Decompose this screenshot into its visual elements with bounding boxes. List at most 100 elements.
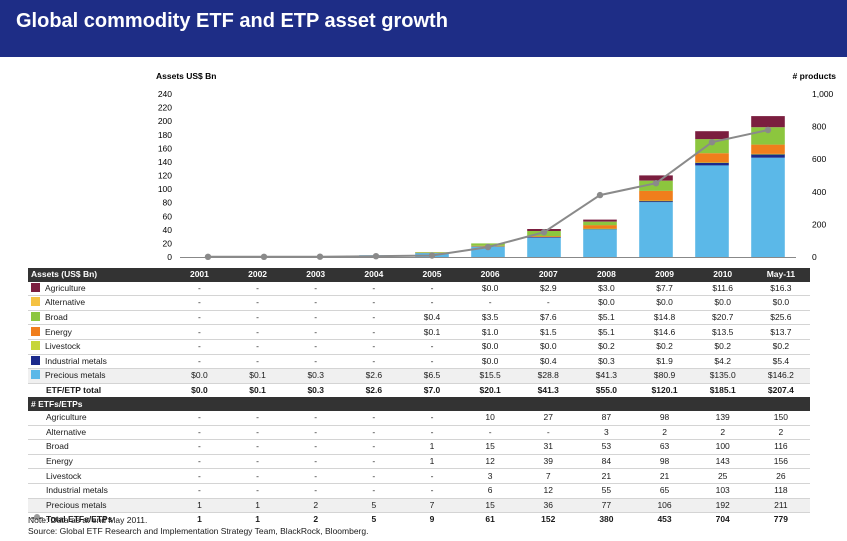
- left-tick-label: 140: [158, 157, 172, 167]
- right-tick-label: 400: [812, 187, 826, 197]
- cell-value: -: [228, 425, 287, 441]
- bar-segment: [695, 131, 729, 140]
- cell-value: 31: [519, 439, 578, 455]
- count-row: Livestock - - - - -3 7 21 21 25 26: [28, 468, 810, 484]
- cell-value: -: [344, 295, 403, 311]
- cell-value: 21: [635, 468, 694, 484]
- row-label: Precious metals: [28, 368, 171, 384]
- cell-value: 63: [635, 439, 694, 455]
- year-header: 2002: [228, 268, 287, 282]
- left-axis-title: Assets US$ Bn: [156, 71, 216, 81]
- count-row: Precious metals 1 1 2 5 7 15 36 77 106 192 211: [28, 498, 810, 514]
- cell-value: 26: [751, 468, 810, 484]
- cell-value: -: [228, 483, 287, 499]
- cell-value: 7: [402, 498, 462, 514]
- total-value: $2.6: [365, 385, 383, 396]
- bar-segment: [751, 116, 785, 128]
- cell-value: 25: [693, 468, 752, 484]
- bar-segment: [695, 162, 729, 166]
- cell-value: $0.0: [751, 295, 810, 311]
- cell-value: -: [286, 310, 345, 326]
- cell-value: $0.3: [577, 354, 636, 370]
- cell-value: -: [228, 281, 287, 297]
- count-row: Broad - - - -1 15 31 53 63 100 116: [28, 439, 810, 455]
- products-point: [540, 229, 548, 236]
- total-value: $185.1: [709, 385, 736, 396]
- cell-value: -: [286, 468, 345, 484]
- right-tick-label: 600: [812, 154, 826, 164]
- left-tick-label: 120: [158, 171, 172, 181]
- cell-value: -: [344, 281, 403, 297]
- cell-value: -: [228, 324, 287, 340]
- count-total-row: Total ETFs/ETPs 1 1 2 5 9 61 152 380 453 704 779: [28, 513, 810, 527]
- total-value: $55.0: [595, 385, 618, 396]
- products-point: [204, 253, 212, 260]
- cell-value: 150: [751, 410, 810, 426]
- cell-value: -: [170, 339, 229, 355]
- cell-value: $2.6: [344, 368, 403, 384]
- cell-value: -: [286, 439, 345, 455]
- cell-value: -: [286, 281, 345, 297]
- products-point: [596, 191, 604, 199]
- cell-value: $0.0: [461, 339, 520, 355]
- left-tick-label: 220: [158, 103, 172, 113]
- cell-value: -: [228, 339, 287, 355]
- cell-value: 100: [693, 439, 752, 455]
- cell-value: $1.9: [635, 354, 694, 370]
- cell-value: 103: [693, 483, 752, 499]
- year-header: 2008: [577, 268, 636, 282]
- products-line: [208, 129, 769, 258]
- count-row: Energy - - - -1 12 39 84 98 143 156: [28, 454, 810, 470]
- asset-row: Industrial metals - - - - - $0.0 $0.4 $0.3 $1.9 $4…: [28, 354, 810, 370]
- bar-segment: [527, 236, 561, 238]
- bar-segment: [639, 175, 673, 181]
- cell-value: $0.2: [635, 339, 694, 355]
- cell-value: 98: [635, 410, 694, 426]
- cell-value: $3.5: [461, 310, 520, 326]
- cell-value: $146.2: [751, 368, 810, 384]
- cell-value: $1.0: [461, 324, 520, 340]
- left-tick-label: 180: [158, 130, 172, 140]
- cell-value: $0.1: [228, 368, 287, 384]
- bar-segment: [751, 153, 785, 155]
- cell-value: $41.3: [577, 368, 636, 384]
- cell-value: -: [286, 425, 345, 441]
- cell-value: -: [170, 410, 229, 426]
- count-row: Industrial metals - - - - -6 12 55 65 103 118: [28, 483, 810, 499]
- cell-value: 192: [693, 498, 752, 514]
- cell-value: $15.5: [461, 368, 520, 384]
- cell-value: -: [286, 410, 345, 426]
- cell-value: -: [170, 454, 229, 470]
- cell-value: $0.0: [577, 295, 636, 311]
- cell-value: 65: [635, 483, 694, 499]
- cell-value: 2: [751, 425, 810, 441]
- year-header: 2007: [519, 268, 578, 282]
- bar-segment: [527, 237, 561, 257]
- cell-value: 139: [693, 410, 752, 426]
- cell-value: -: [228, 454, 287, 470]
- cell-value: 2: [635, 425, 694, 441]
- year-header: 2003: [286, 268, 345, 282]
- cell-value: -: [402, 295, 462, 311]
- year-header: 2004: [344, 268, 403, 282]
- cell-value: $80.9: [635, 368, 694, 384]
- cell-value: -: [228, 410, 287, 426]
- cell-value: 53: [577, 439, 636, 455]
- title-banner: Global commodity ETF and ETP asset growt…: [0, 0, 847, 57]
- cell-value: -: [402, 468, 462, 484]
- cell-value: 87: [577, 410, 636, 426]
- year-header: 2005: [402, 268, 462, 282]
- cell-value: $0.0: [170, 368, 229, 384]
- row-label: Industrial metals: [28, 354, 171, 370]
- cell-value: 5: [344, 498, 403, 514]
- total-value: $0.1: [249, 385, 266, 396]
- cell-value: -: [344, 354, 403, 370]
- total-value: 5: [371, 514, 377, 525]
- cell-value: $3.0: [577, 281, 636, 297]
- cell-value: 1: [228, 498, 287, 514]
- cell-value: 15: [461, 439, 520, 455]
- cell-value: $16.3: [751, 281, 810, 297]
- cell-value: $1.5: [519, 324, 578, 340]
- cell-value: 98: [635, 454, 694, 470]
- cell-value: -: [402, 281, 462, 297]
